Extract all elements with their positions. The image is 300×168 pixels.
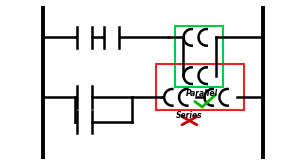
Text: Series: Series: [176, 111, 203, 120]
Bar: [176, 26, 223, 87]
Text: Parallel: Parallel: [186, 89, 218, 98]
Bar: [156, 64, 244, 110]
